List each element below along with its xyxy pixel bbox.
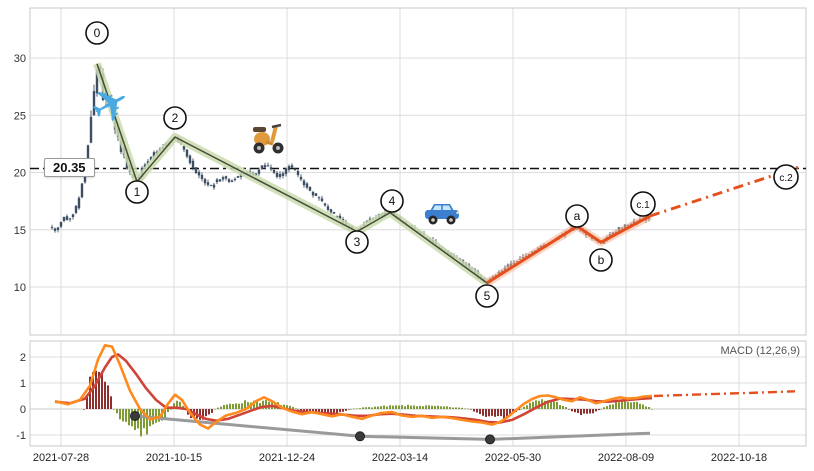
macd-trend-dot: [355, 431, 365, 442]
macd-fast-line: [54, 343, 653, 430]
svg-text:0: 0: [20, 404, 26, 416]
wave-marker-1: 1: [125, 180, 149, 204]
wave-marker-c.1: c.1: [630, 191, 656, 217]
macd-projection-line: [653, 390, 796, 398]
correction-projection-line: [649, 165, 799, 218]
wave-marker-3: 3: [345, 230, 369, 254]
macd-indicator-label: MACD (12,26,9): [720, 345, 800, 357]
svg-text:2021-12-24: 2021-12-24: [259, 452, 315, 464]
svg-text:2022-05-30: 2022-05-30: [485, 452, 541, 464]
svg-text:-1: -1: [16, 430, 26, 442]
wave-marker-b: b: [589, 248, 613, 272]
macd-trend-dot: [485, 434, 495, 445]
svg-text:1: 1: [134, 185, 141, 199]
wave-marker-0: 0: [85, 21, 109, 45]
svg-text:c.1: c.1: [636, 200, 650, 211]
wave-marker-2: 2: [163, 106, 187, 130]
car-icon: [425, 204, 459, 225]
macd-trend-line: [134, 414, 651, 441]
wave-marker-c.2: c.2: [773, 164, 799, 190]
impulse-wave-line: [96, 63, 488, 284]
svg-text:3: 3: [354, 235, 361, 249]
svg-text:2022-10-18: 2022-10-18: [711, 452, 767, 464]
svg-text:2022-08-09: 2022-08-09: [598, 452, 654, 464]
svg-text:10: 10: [14, 282, 26, 294]
svg-text:25: 25: [14, 110, 26, 122]
svg-text:1: 1: [20, 378, 26, 390]
wave-marker-a: a: [565, 204, 589, 228]
wave-marker-5: 5: [475, 284, 499, 308]
svg-text:4: 4: [389, 194, 396, 208]
impulse-wave-glow: [93, 62, 490, 287]
svg-text:2: 2: [172, 111, 179, 125]
svg-text:5: 5: [484, 289, 491, 303]
svg-text:20: 20: [14, 168, 26, 180]
wave-marker-4: 4: [380, 189, 404, 213]
macd-trend-dot: [130, 411, 140, 422]
svg-text:a: a: [574, 209, 581, 223]
price-level-label: 20.35: [44, 158, 95, 177]
svg-text:b: b: [598, 253, 605, 267]
svg-text:30: 30: [14, 53, 26, 65]
svg-text:0: 0: [94, 26, 101, 40]
svg-text:2021-10-15: 2021-10-15: [146, 452, 202, 464]
macd-panel: [29, 340, 807, 447]
scooter-icon: [253, 123, 284, 154]
svg-text:2021-07-28: 2021-07-28: [33, 452, 89, 464]
svg-text:2022-03-14: 2022-03-14: [372, 452, 428, 464]
svg-text:2: 2: [20, 352, 26, 364]
svg-text:c.2: c.2: [779, 173, 793, 184]
correction-wave-line: [486, 214, 651, 285]
svg-text:15: 15: [14, 225, 26, 237]
